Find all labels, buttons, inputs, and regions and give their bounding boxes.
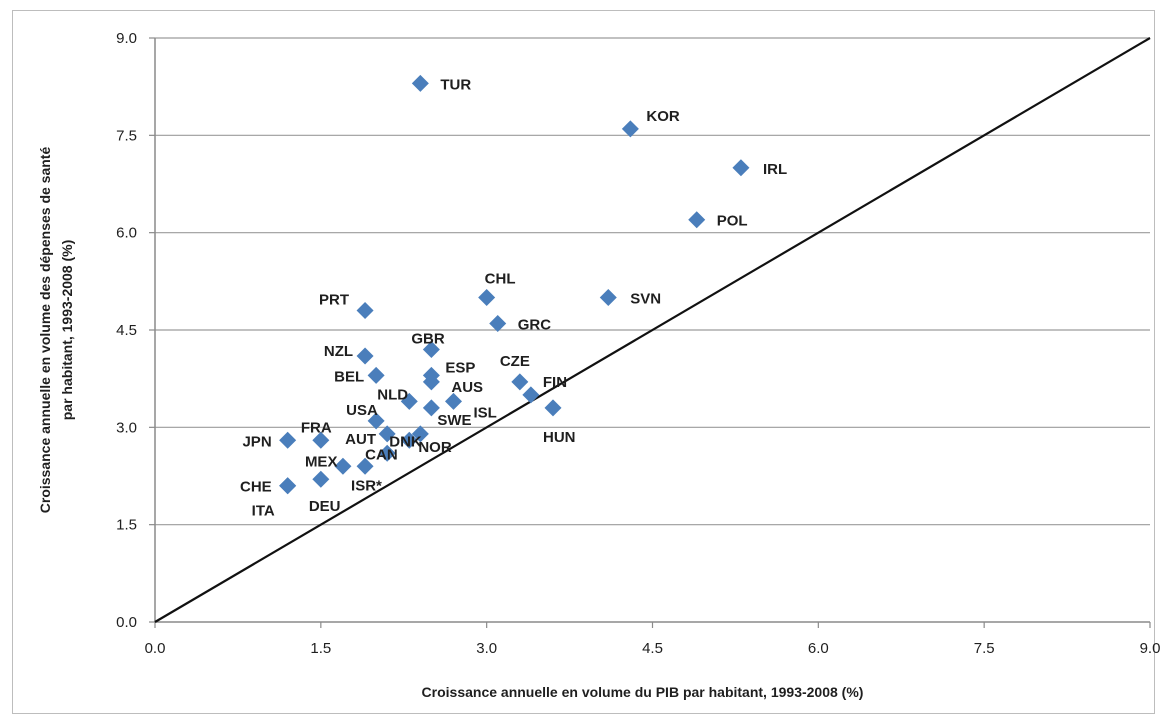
point-label: IRL	[763, 161, 787, 178]
axis-titles: Croissance annuelle en volume du PIB par…	[37, 147, 863, 700]
y-tick-label: 7.5	[116, 127, 137, 144]
data-point	[356, 457, 374, 475]
data-point	[356, 347, 374, 365]
data-point	[522, 386, 540, 404]
x-tick-label: 9.0	[1140, 640, 1161, 657]
x-tick-label: 6.0	[808, 640, 829, 657]
point-label: SVN	[630, 291, 661, 308]
data-point	[411, 74, 429, 92]
point-label: NZL	[324, 343, 353, 360]
point-label: AUT	[345, 431, 376, 448]
data-point	[334, 457, 352, 475]
point-label: CHE	[240, 479, 272, 496]
y-tick-label: 4.5	[116, 322, 137, 339]
point-label: BEL	[334, 368, 364, 385]
data-point	[599, 289, 617, 307]
y-tick-label: 0.0	[116, 614, 137, 631]
point-label: GRC	[518, 317, 552, 334]
point-label: ITA	[252, 503, 275, 520]
point-label: CHL	[485, 271, 516, 288]
y-tick-label: 9.0	[116, 30, 137, 47]
y-tick-label: 3.0	[116, 419, 137, 436]
point-label: FRA	[301, 419, 332, 436]
data-point	[367, 366, 385, 384]
point-label: SWE	[437, 412, 471, 429]
data-point	[312, 431, 330, 449]
point-label: DEU	[309, 498, 341, 515]
point-label: DNK	[389, 433, 422, 450]
point-label: AUS	[451, 379, 483, 396]
x-tick-label: 1.5	[310, 640, 331, 657]
data-point	[367, 412, 385, 430]
point-label: PRT	[319, 292, 349, 309]
point-label: KOR	[646, 108, 680, 125]
x-tick-label: 4.5	[642, 640, 663, 657]
point-label: GBR	[411, 330, 445, 347]
x-axis-title: Croissance annuelle en volume du PIB par…	[422, 684, 864, 700]
data-point	[511, 373, 529, 391]
point-label: CZE	[500, 353, 530, 370]
data-point	[422, 340, 440, 358]
data-point	[688, 211, 706, 229]
point-label: HUN	[543, 429, 576, 446]
axes: 0.0 1.5 3.0 4.5 6.0 7.5 9.0 0.0 1.5 3.0 4.5 6.0 7.5 9…	[116, 30, 1160, 657]
data-point	[422, 399, 440, 417]
data-point	[400, 431, 418, 449]
reference-line	[154, 37, 1151, 623]
point-label: CAN	[365, 446, 398, 463]
x-tick-label: 7.5	[974, 640, 995, 657]
point-label: MEX	[305, 453, 338, 470]
data-point	[489, 315, 507, 333]
x-tick-label: 3.0	[476, 640, 497, 657]
chart-border	[12, 10, 1155, 714]
x-tick-label: 0.0	[145, 640, 166, 657]
point-label: NLD	[377, 386, 408, 403]
data-point	[378, 444, 396, 462]
y-tick-label: 6.0	[116, 225, 137, 242]
point-label: FIN	[543, 374, 567, 391]
data-point	[732, 159, 750, 177]
data-point	[312, 470, 330, 488]
data-point	[356, 302, 374, 320]
point-label: ISL	[474, 404, 497, 421]
point-label: POL	[717, 213, 748, 230]
point-label: JPN	[242, 433, 271, 450]
point-label: TUR	[440, 76, 471, 93]
y-axis-title-line-2: par habitant, 1993-2008 (%)	[59, 240, 75, 421]
reference-line-group	[154, 37, 1151, 623]
data-point	[279, 431, 297, 449]
data-point	[621, 120, 639, 138]
data-point	[400, 392, 418, 410]
y-tick-label: 1.5	[116, 517, 137, 534]
point-label: ISR*	[351, 477, 382, 494]
data-point	[544, 399, 562, 417]
data-point	[478, 289, 496, 307]
data-points	[279, 74, 750, 495]
data-point	[445, 392, 462, 410]
point-label: NOR	[418, 439, 452, 456]
point-labels: TUR KOR IRL POL CHL SVN PRT GRC GBR NZL BEL ESP AUS C…	[240, 76, 787, 519]
data-point	[279, 477, 297, 495]
data-point	[422, 373, 440, 391]
y-axis-title-line-1: Croissance annuelle en volume des dépens…	[37, 147, 53, 514]
point-label: ESP	[445, 359, 475, 376]
point-label: USA	[346, 402, 378, 419]
data-point	[378, 425, 396, 443]
data-point	[411, 425, 429, 443]
